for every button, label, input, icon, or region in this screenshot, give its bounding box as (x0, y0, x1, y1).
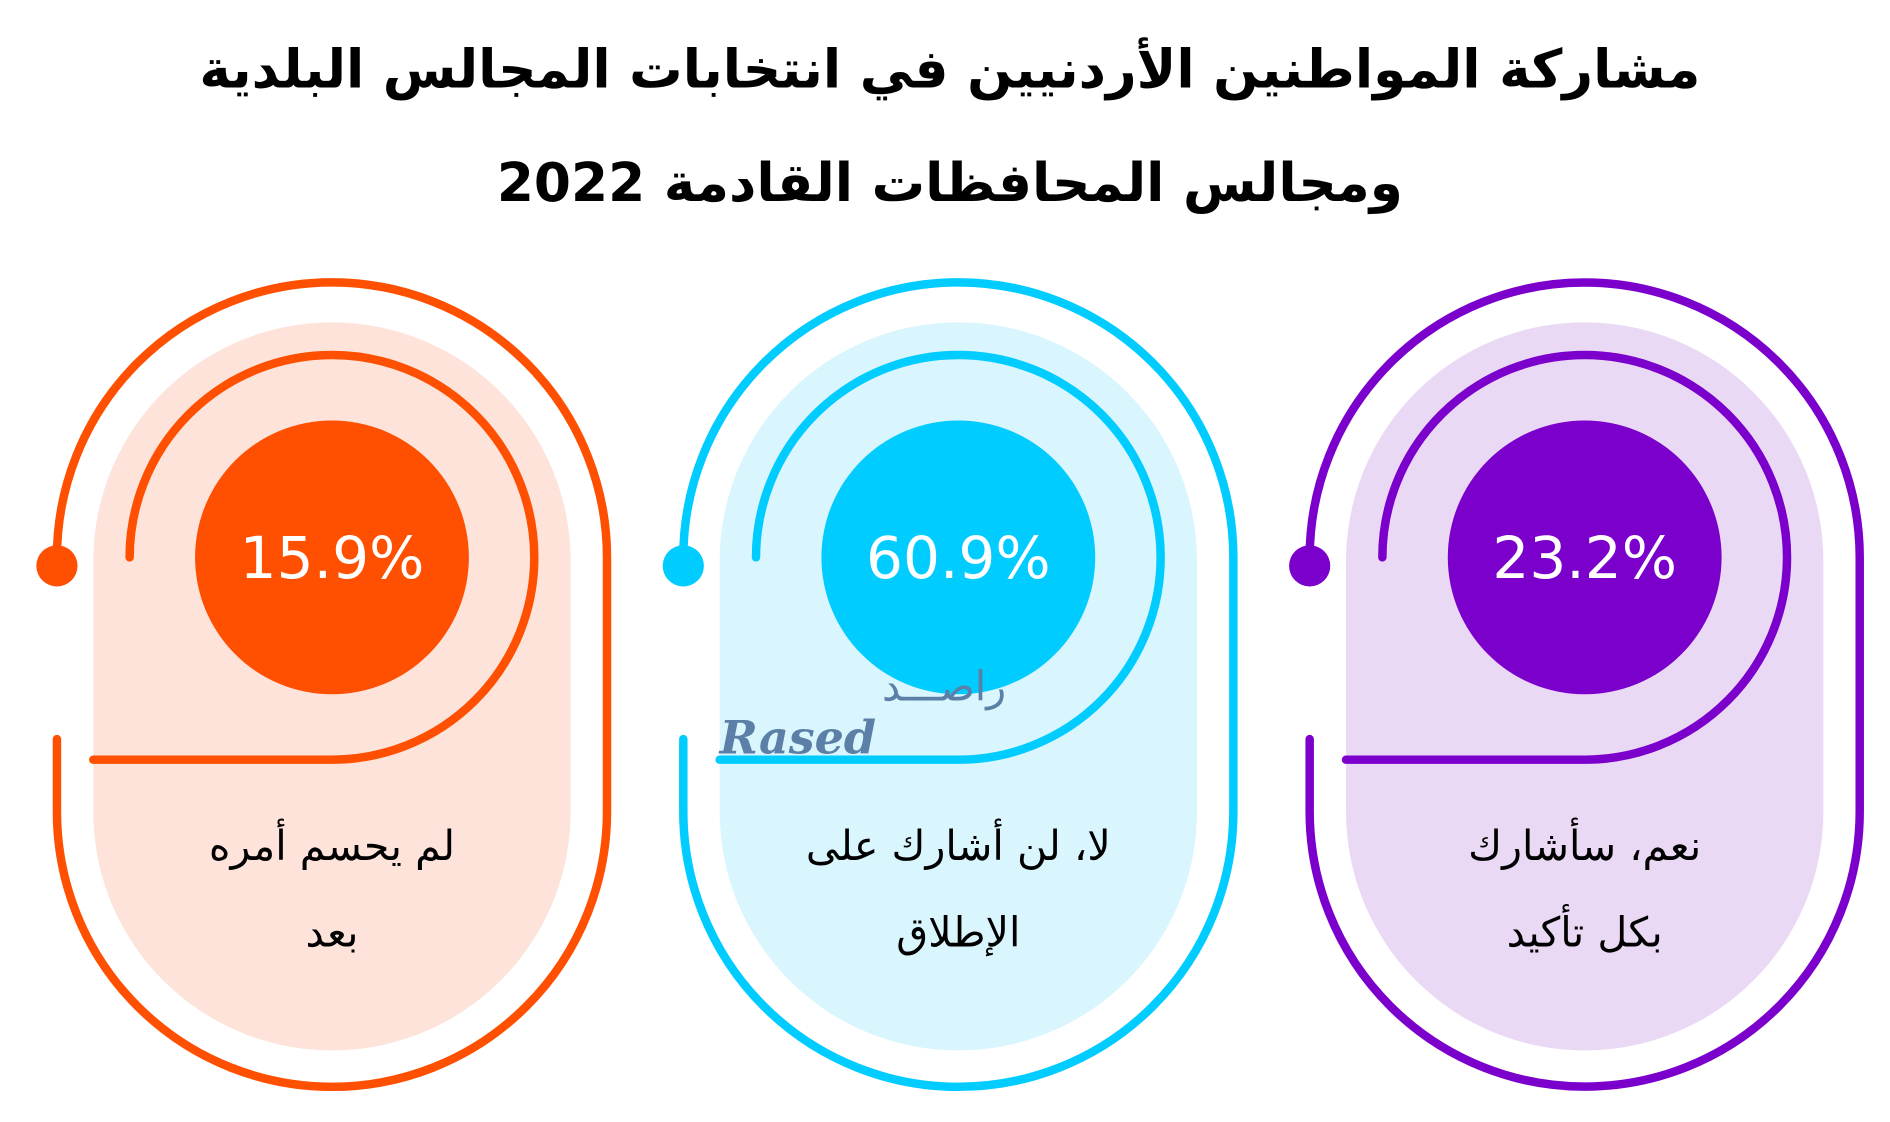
watermark-english: Rased (718, 711, 876, 765)
ring-end-dot (662, 545, 704, 587)
inner-ring (89, 350, 539, 764)
watermark-arabic: راصـــد (882, 662, 1006, 710)
value-label: 15.9% (240, 524, 425, 592)
category-label-line: بكل تأكيد (1507, 904, 1663, 956)
ring-end-dot (1289, 545, 1331, 587)
watermark: راصـــد Rased (718, 662, 1006, 764)
inner-ring (1341, 350, 1792, 764)
value-label: 60.9% (866, 524, 1051, 592)
stat-card: 23.2% نعم، سأشارك بكل تأكيد (1289, 278, 1864, 1091)
title-line-1: مشاركة المواطنين الأردنيين في انتخابات ا… (199, 36, 1700, 100)
value-circle (1447, 420, 1722, 695)
category-label-line: الإطلاق (896, 908, 1020, 956)
outer-ring (679, 278, 1238, 1091)
outer-ring (52, 278, 612, 1091)
value-circle (821, 420, 1096, 695)
stat-card: 15.9% لم يحسم أمره بعد (36, 278, 612, 1091)
value-label: 23.2% (1492, 524, 1677, 592)
ring-end-dot (36, 545, 78, 587)
outer-ring (1305, 278, 1864, 1091)
category-label-line: بعد (305, 908, 358, 956)
category-label-line: لا، لن أشارك على (806, 818, 1111, 870)
title-line-2: ومجالس المحافظات القادمة 2022 (497, 152, 1403, 214)
category-label-line: نعم، سأشارك (1468, 818, 1701, 870)
stat-card: 60.9% لا، لن أشارك على الإطلاق (662, 278, 1238, 1091)
inner-ring (715, 350, 1165, 764)
category-label-line: لم يحسم أمره (209, 818, 455, 870)
value-circle (195, 420, 469, 695)
